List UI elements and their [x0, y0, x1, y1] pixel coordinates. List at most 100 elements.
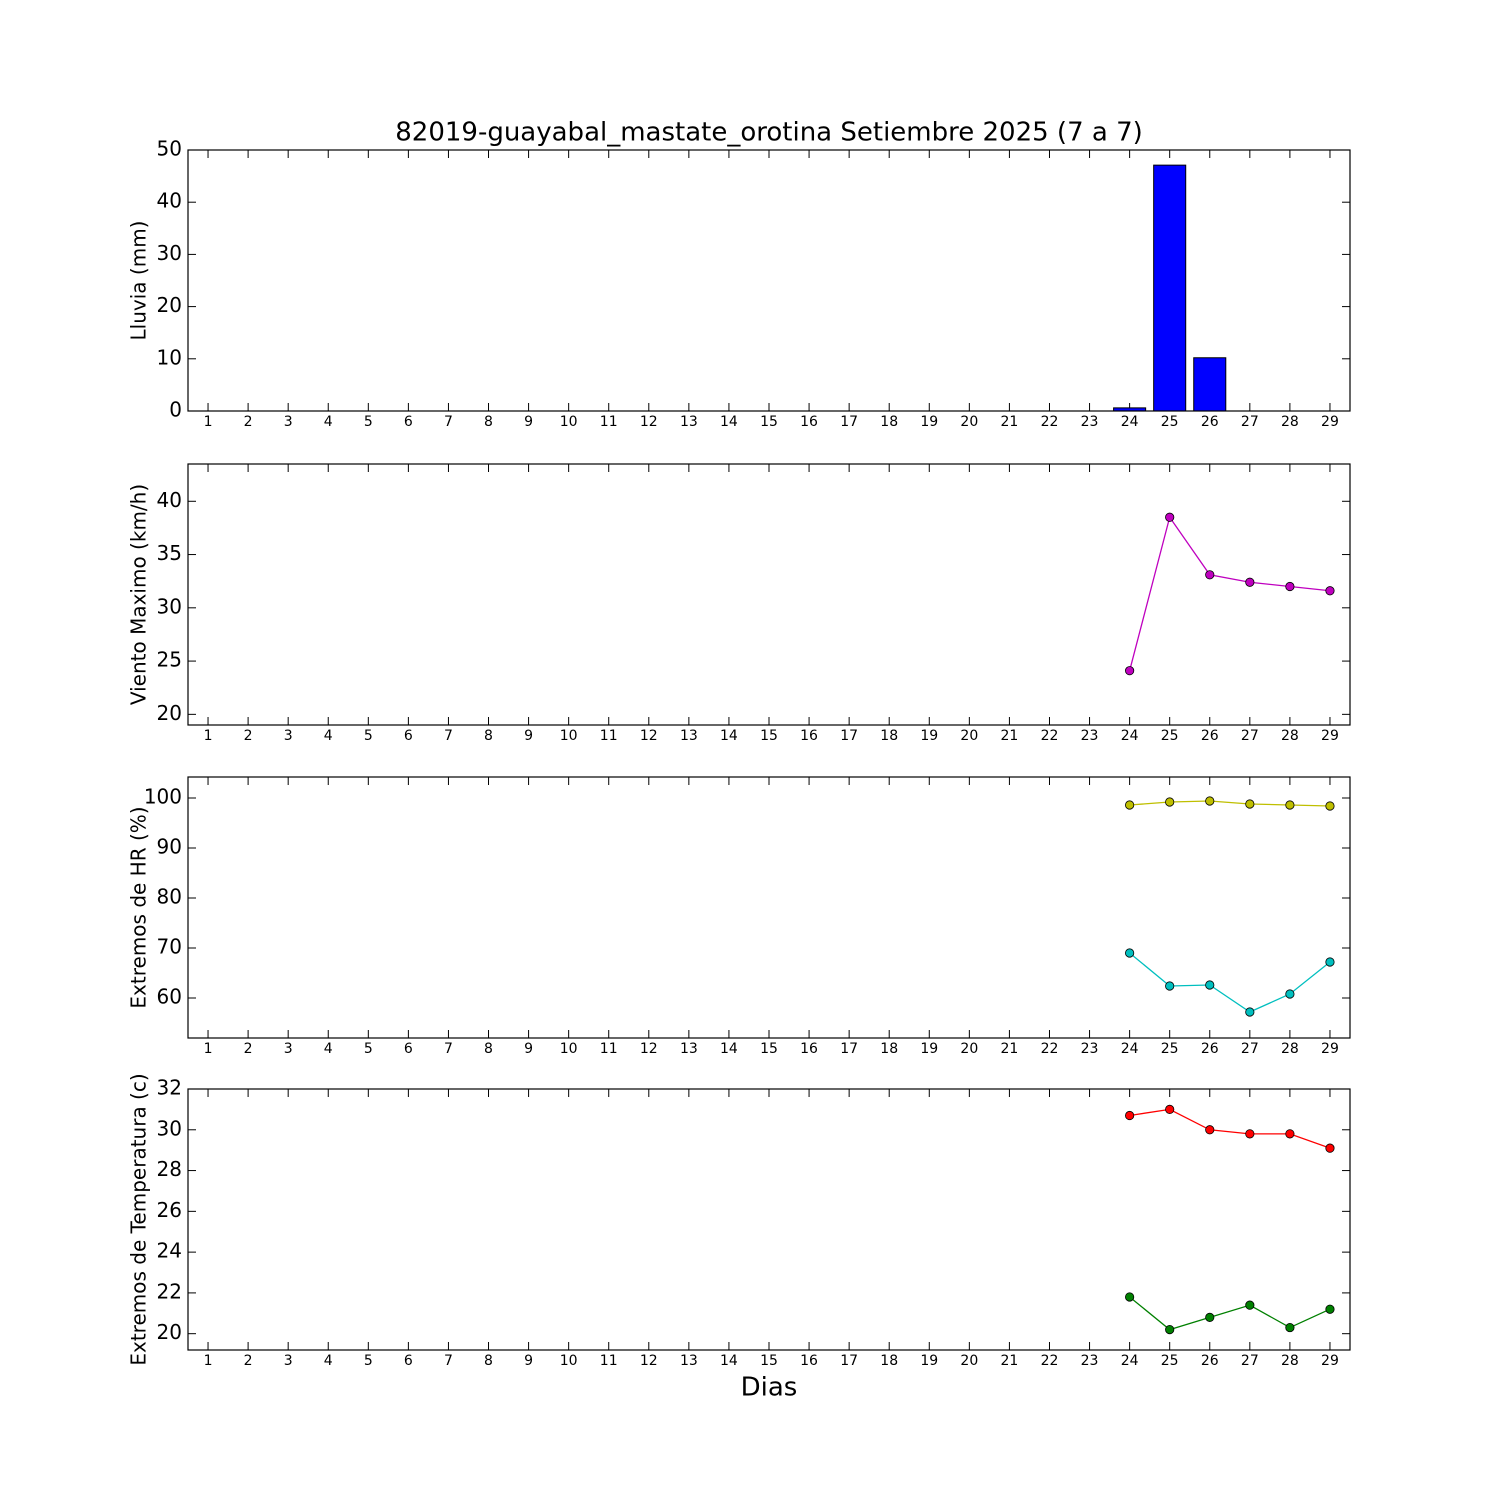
y-tick-label: 25	[157, 648, 182, 672]
x-tick-label: 16	[800, 414, 818, 430]
data-point	[1205, 570, 1215, 580]
x-tick-label: 28	[1281, 1041, 1299, 1057]
data-point	[1325, 1143, 1335, 1153]
y-tick-label: 20	[157, 293, 182, 317]
x-tick-label: 11	[600, 1353, 618, 1369]
x-tick-label: 20	[960, 728, 978, 744]
x-tick-label: 25	[1161, 1353, 1179, 1369]
x-tick-label: 7	[444, 414, 453, 430]
data-line	[1129, 952, 1331, 1013]
y-axis-label: Extremos de HR (%)	[127, 806, 151, 1008]
data-point	[1165, 981, 1175, 991]
x-tick-label: 25	[1161, 1041, 1179, 1057]
x-tick-label: 3	[284, 728, 293, 744]
x-tick-label: 12	[640, 728, 658, 744]
x-tick-label: 1	[204, 1353, 213, 1369]
x-tick-label: 29	[1321, 728, 1339, 744]
x-tick-label: 4	[324, 414, 333, 430]
data-point	[1205, 796, 1215, 806]
data-line	[1128, 515, 1331, 671]
y-tick-label: 10	[157, 345, 182, 369]
x-tick-label: 16	[800, 728, 818, 744]
data-point	[1285, 1322, 1295, 1333]
x-tick-label: 3	[284, 414, 293, 430]
x-tick-label: 5	[364, 1353, 373, 1369]
x-tick-label: 23	[1081, 414, 1099, 430]
data-point	[1245, 799, 1255, 809]
x-tick-label: 26	[1201, 728, 1219, 744]
y-tick-label: 32	[157, 1076, 182, 1100]
x-tick-label: 2	[244, 728, 253, 744]
x-tick-label: 23	[1081, 1041, 1099, 1057]
data-point	[1285, 800, 1295, 810]
x-tick-label: 26	[1201, 414, 1219, 430]
x-tick-label: 2	[244, 1041, 253, 1057]
plot-frame	[187, 149, 1351, 412]
x-tick-label: 8	[484, 1353, 493, 1369]
x-tick-label: 22	[1041, 414, 1059, 430]
x-tick-label: 15	[760, 728, 778, 744]
x-tick-label: 18	[880, 1041, 898, 1057]
plot-frame	[187, 463, 1351, 726]
x-tick-label: 17	[840, 414, 858, 430]
x-tick-label: 20	[960, 1041, 978, 1057]
chart-title: 82019-guayabal_mastate_orotina Setiembre…	[395, 118, 1143, 148]
x-tick-label: 17	[840, 1041, 858, 1057]
data-point	[1245, 577, 1255, 587]
data-point	[1125, 948, 1135, 958]
x-tick-label: 22	[1041, 728, 1059, 744]
y-tick-label: 40	[157, 488, 182, 512]
x-tick-label: 18	[880, 1353, 898, 1369]
data-point	[1325, 1304, 1335, 1314]
x-tick-label: 11	[600, 1041, 618, 1057]
x-tick-label: 27	[1241, 1353, 1259, 1369]
x-tick-label: 5	[364, 414, 373, 430]
y-tick-label: 30	[157, 241, 182, 265]
x-tick-label: 3	[284, 1041, 293, 1057]
x-tick-label: 14	[720, 414, 738, 430]
x-tick-label: 3	[284, 1353, 293, 1369]
y-tick-label: 20	[157, 701, 182, 725]
x-tick-label: 24	[1121, 728, 1139, 744]
x-tick-label: 22	[1041, 1041, 1059, 1057]
x-tick-label: 6	[404, 728, 413, 744]
x-tick-label: 2	[244, 414, 253, 430]
x-tick-label: 28	[1281, 414, 1299, 430]
data-point	[1245, 1129, 1255, 1139]
data-point	[1325, 957, 1335, 967]
x-tick-label: 28	[1281, 728, 1299, 744]
x-tick-label: 15	[760, 1041, 778, 1057]
x-tick-label: 9	[524, 1041, 533, 1057]
y-tick-label: 40	[157, 189, 182, 213]
data-point	[1245, 1007, 1255, 1017]
x-tick-label: 12	[640, 414, 658, 430]
x-tick-label: 19	[920, 728, 938, 744]
x-tick-label: 10	[560, 728, 578, 744]
data-point	[1285, 581, 1295, 592]
x-tick-label: 17	[840, 1353, 858, 1369]
y-tick-label: 70	[157, 935, 182, 959]
x-tick-label: 6	[404, 414, 413, 430]
x-tick-label: 19	[920, 1353, 938, 1369]
x-tick-label: 23	[1081, 728, 1099, 744]
x-tick-label: 29	[1321, 1353, 1339, 1369]
x-tick-label: 1	[204, 728, 213, 744]
data-line	[1129, 1108, 1331, 1149]
x-tick-label: 19	[920, 1041, 938, 1057]
y-tick-label: 0	[169, 398, 182, 422]
data-point	[1125, 800, 1135, 810]
data-point	[1165, 512, 1175, 522]
data-point	[1285, 989, 1295, 999]
x-tick-label: 21	[1000, 1041, 1018, 1057]
bar	[1153, 164, 1187, 412]
x-tick-label: 14	[720, 1353, 738, 1369]
y-tick-label: 28	[157, 1157, 182, 1181]
x-tick-label: 13	[680, 414, 698, 430]
data-point	[1165, 797, 1175, 807]
data-point	[1125, 1292, 1135, 1302]
x-tick-label: 18	[880, 414, 898, 430]
x-tick-label: 24	[1121, 1353, 1139, 1369]
x-tick-label: 16	[800, 1041, 818, 1057]
y-tick-label: 80	[157, 885, 182, 909]
